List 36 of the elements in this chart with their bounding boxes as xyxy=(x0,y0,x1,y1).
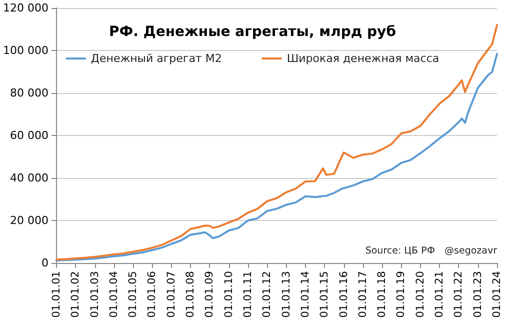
x-tick-label: 01.01.06 xyxy=(146,270,158,318)
x-tick-label: 01.01.21 xyxy=(434,271,446,318)
y-tick-label: 40 000 xyxy=(10,172,48,184)
x-tick-label: 01.01.10 xyxy=(222,271,235,318)
y-tick-label: 20 000 xyxy=(10,214,48,227)
y-tick-label: 0 xyxy=(41,256,48,270)
x-tick-label: 01.01.09 xyxy=(204,271,216,318)
legend-label: Широкая денежная масса xyxy=(286,52,440,65)
y-tick-label: 60 000 xyxy=(10,129,48,142)
x-tick-label: 01.01.12 xyxy=(261,271,274,318)
x-tick-label: 01.01.17 xyxy=(356,271,369,318)
x-tick-label: 01.01.16 xyxy=(338,270,350,318)
x-tick-label: 01.01.24 xyxy=(491,270,503,318)
annotation: Source: ЦБ РФ xyxy=(365,246,436,256)
x-tick-label: 01.01.18 xyxy=(376,271,388,318)
text: РФ. Денежные агрегаты, млрд руб xyxy=(109,24,396,40)
x-tick-label: 01.01.14 xyxy=(299,270,312,318)
x-tick-label: 01.01.13 xyxy=(280,271,292,318)
x-tick-label: 01.01.22 xyxy=(452,271,465,318)
x-tick-label: 01.01.08 xyxy=(184,271,197,318)
y-tick-label: 80 000 xyxy=(10,86,48,100)
legend-label: Денежный агрегат М2 xyxy=(90,52,222,65)
x-tick-label: 01.01.03 xyxy=(88,271,101,318)
x-tick-label: 01.01.20 xyxy=(414,271,426,318)
x-tick-label: 01.01.15 xyxy=(318,271,331,318)
x-tick-label: 01.01.19 xyxy=(395,271,408,318)
x-tick-label: 01.01.07 xyxy=(165,271,178,318)
x-tick-label: 01.01.23 xyxy=(472,271,484,318)
annotation: @segozavr xyxy=(444,246,498,256)
x-tick-label: 01.01.01 xyxy=(50,271,62,318)
x-tick-label: 01.01.04 xyxy=(108,270,120,318)
x-tick-label: 01.01.11 xyxy=(242,271,254,318)
x-tick-label: 01.01.02 xyxy=(70,271,82,318)
x-tick-label: 01.01.05 xyxy=(127,271,140,318)
y-tick-label: 100 000 xyxy=(2,44,48,57)
y-tick-label: 120 000 xyxy=(2,2,48,14)
